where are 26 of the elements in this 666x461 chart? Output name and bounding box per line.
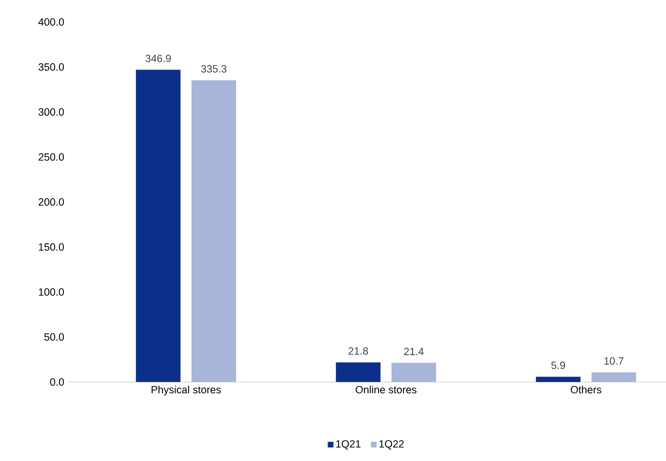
y-tick-label: 250.0	[38, 153, 64, 161]
bar	[136, 70, 181, 382]
x-tick-label: Online stores	[356, 386, 416, 394]
y-tick-label: 350.0	[38, 63, 64, 71]
data-label: 5.9	[551, 362, 565, 370]
y-tick-label: 400.0	[38, 18, 64, 26]
legend-label: 1Q22	[379, 440, 404, 450]
y-tick-label: 0.0	[50, 378, 64, 386]
y-tick-label: 150.0	[38, 243, 64, 251]
bar	[536, 376, 581, 382]
data-label: 21.4	[404, 348, 424, 356]
x-tick-label: Others	[570, 386, 602, 394]
data-label: 335.3	[201, 65, 226, 73]
x-tick-label: Physical stores	[152, 386, 221, 396]
y-tick-label: 50.0	[44, 333, 64, 341]
data-label: 346.9	[146, 54, 171, 62]
data-label: 21.8	[348, 347, 368, 355]
y-tick-label: 300.0	[38, 108, 64, 116]
bar	[192, 80, 236, 382]
y-tick-label: 200.0	[38, 198, 64, 206]
legend-label: 1Q21	[336, 440, 361, 450]
bar	[592, 372, 636, 382]
y-tick-label: 100.0	[38, 288, 64, 296]
data-label: 10.7	[604, 357, 624, 365]
bar	[336, 362, 381, 382]
bar	[392, 362, 436, 382]
